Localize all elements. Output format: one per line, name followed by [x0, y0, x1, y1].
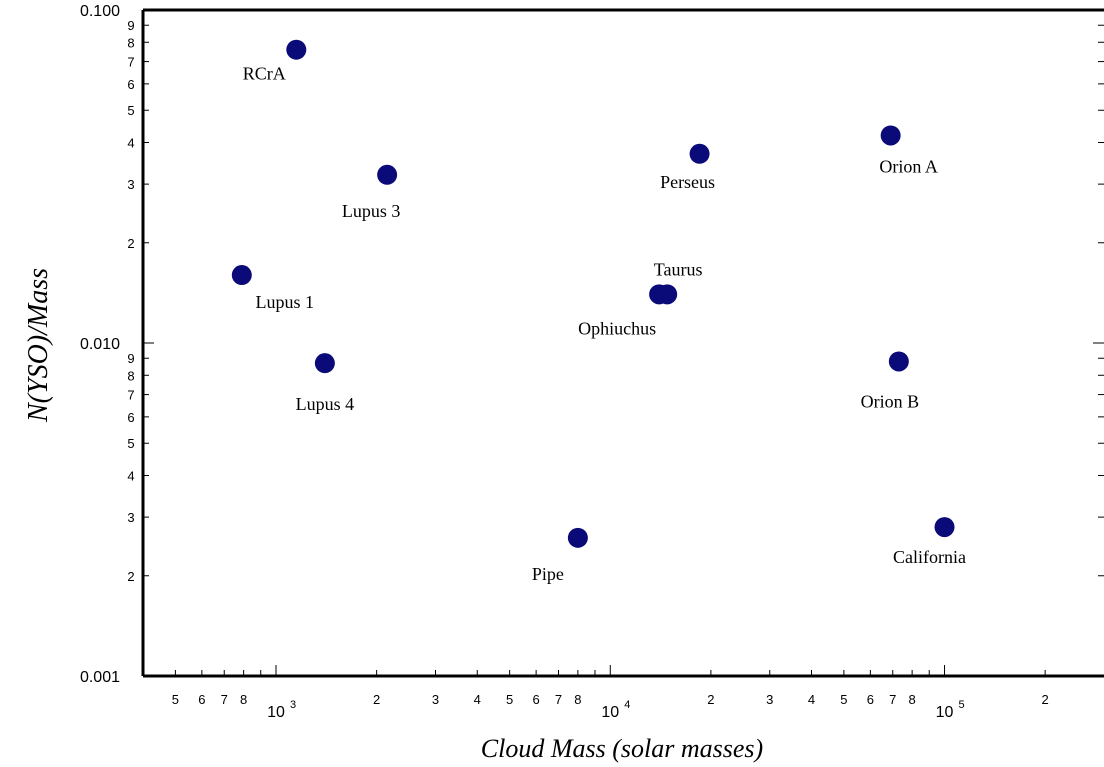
y-minor-label: 6	[127, 77, 134, 92]
x-minor-label: 7	[889, 692, 896, 707]
data-point	[286, 39, 307, 60]
y-minor-label: 3	[127, 510, 134, 525]
x-minor-label: 2	[707, 692, 714, 707]
x-minor-label: 7	[555, 692, 562, 707]
y-axis: 0.001 0.010 0.100 2 3 4 5 6 7 8 9 2 3 4 5 6 7 8 9	[80, 3, 1104, 686]
y-minor-label: 4	[127, 136, 134, 151]
y-axis-title: N(YSO)/Mass	[23, 268, 54, 423]
x-minor-label: 5	[840, 692, 847, 707]
x-decade-label: 10	[267, 704, 285, 721]
x-minor-label: 6	[532, 692, 539, 707]
y-minor-label: 8	[127, 35, 134, 50]
point-label: Lupus 1	[256, 292, 315, 312]
x-minor-label: 7	[221, 692, 228, 707]
y-minor-label: 7	[127, 55, 134, 70]
y-minor-label: 5	[127, 103, 134, 118]
x-minor-label: 3	[432, 692, 439, 707]
y-tick-label: 0.001	[80, 669, 120, 686]
point-label: Lupus 3	[342, 201, 401, 221]
y-minor-label: 5	[127, 436, 134, 451]
x-minor-label: 2	[373, 692, 380, 707]
data-point	[567, 527, 588, 548]
point-label: RCrA	[243, 64, 286, 84]
x-minor-label: 8	[909, 692, 916, 707]
x-minor-label: 4	[474, 692, 481, 707]
plot-frame	[141, 8, 1104, 678]
point-label: Orion B	[861, 391, 920, 411]
x-minor-label: 8	[574, 692, 581, 707]
x-minor-label: 6	[867, 692, 874, 707]
x-decade-exponent: 5	[959, 699, 965, 711]
data-point	[880, 125, 901, 146]
data-point	[231, 265, 252, 286]
data-point	[314, 353, 335, 374]
x-minor-label: 5	[172, 692, 179, 707]
x-decade-label: 10	[601, 704, 619, 721]
y-minor-label: 3	[127, 177, 134, 192]
x-minor-label: 2	[1042, 692, 1049, 707]
y-tick-label: 0.010	[80, 336, 120, 353]
y-minor-label: 9	[127, 351, 134, 366]
y-minor-label: 9	[127, 18, 134, 33]
y-minor-label: 6	[127, 410, 134, 425]
x-decade-label: 10	[936, 704, 954, 721]
point-label: Ophiuchus	[578, 318, 656, 338]
data-point	[934, 517, 955, 538]
point-label: Pipe	[532, 564, 564, 584]
point-label: Taurus	[654, 259, 703, 279]
x-minor-label: 6	[198, 692, 205, 707]
x-minor-label: 4	[808, 692, 815, 707]
point-label: Lupus 4	[296, 394, 355, 414]
data-point	[657, 284, 678, 305]
y-minor-label: 4	[127, 469, 134, 484]
data-point	[377, 164, 398, 185]
y-tick-label: 0.100	[80, 3, 120, 20]
y-minor-label: 2	[127, 569, 134, 584]
x-axis: 5 6 7 8 2 3 4 5 6 7 8 2 3 4 5 6 7 8 210 3 10 4 10 5	[172, 665, 1049, 721]
x-minor-label: 8	[240, 692, 247, 707]
y-minor-label: 7	[127, 388, 134, 403]
y-minor-label: 2	[127, 236, 134, 251]
data-point	[689, 143, 710, 164]
data-point	[888, 351, 909, 372]
data-points: RCrA Lupus 3 Lupus 1 Lupus 4 Pipe Ophiuchus Ta…	[231, 39, 966, 584]
x-decade-exponent: 3	[290, 699, 296, 711]
x-minor-label: 5	[506, 692, 513, 707]
point-label: California	[893, 547, 966, 567]
y-minor-label: 8	[127, 368, 134, 383]
x-decade-exponent: 4	[624, 699, 630, 711]
point-label: Perseus	[660, 172, 715, 192]
x-minor-label: 3	[766, 692, 773, 707]
point-label: Orion A	[879, 156, 938, 176]
x-axis-title: Cloud Mass (solar masses)	[481, 734, 763, 763]
